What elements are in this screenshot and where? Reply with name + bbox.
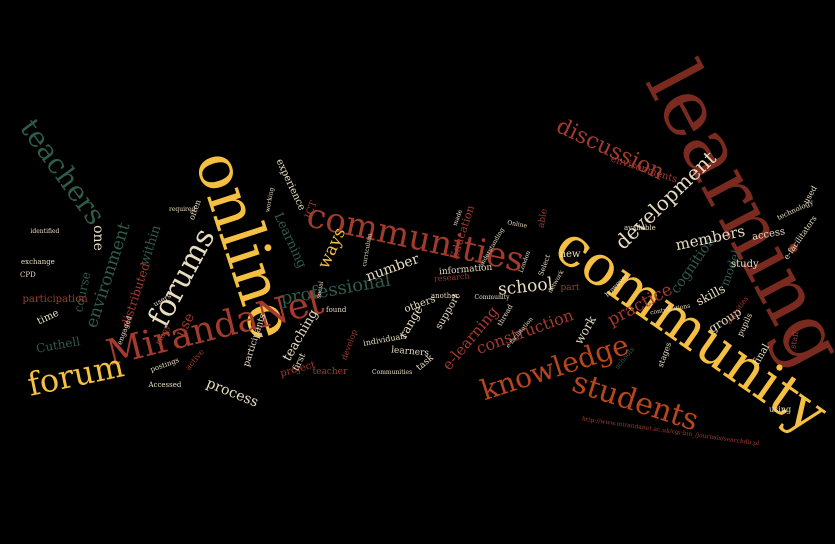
cloud-word: CPD <box>20 270 36 279</box>
cloud-word: Cuthell <box>35 334 82 356</box>
cloud-word: Community <box>474 294 510 301</box>
cloud-word: able <box>536 207 550 229</box>
cloud-word: research <box>433 271 470 284</box>
cloud-word: another <box>431 291 459 300</box>
cloud-word: Communities <box>372 369 413 376</box>
cloud-word: develop <box>339 328 359 362</box>
cloud-word: new <box>559 249 581 260</box>
cloud-word: teachers <box>12 112 112 231</box>
cloud-word: study <box>731 259 759 270</box>
cloud-word: using <box>769 405 792 414</box>
cloud-word: required <box>169 206 196 213</box>
cloud-word: identified <box>30 228 60 235</box>
cloud-word: participation <box>22 294 88 305</box>
cloud-word: part <box>560 282 580 293</box>
cloud-word: within <box>136 222 164 268</box>
cloud-word: Accessed <box>148 380 182 389</box>
cloud-word: experience <box>273 157 308 213</box>
cloud-word: exchange <box>21 257 55 266</box>
cloud-word: forum <box>23 346 127 404</box>
cloud-word: time <box>35 307 61 328</box>
cloud-word: available <box>624 223 656 232</box>
cloud-word: Online <box>506 219 528 230</box>
cloud-word: process <box>203 375 261 411</box>
cloud-word: one <box>89 225 106 251</box>
cloud-word: found <box>326 305 347 314</box>
cloud-word: teacher <box>312 366 348 377</box>
cloud-word: number <box>363 251 421 285</box>
